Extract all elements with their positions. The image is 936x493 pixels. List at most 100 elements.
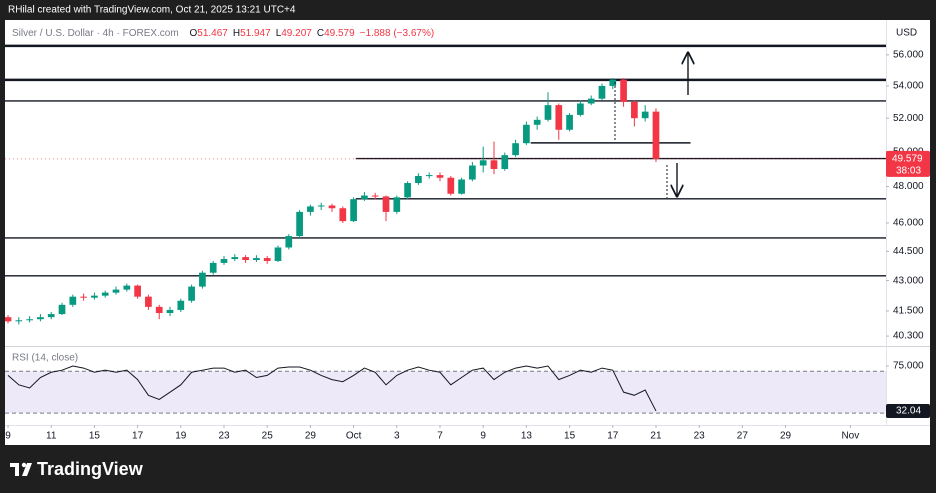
rsi-line [7,365,657,412]
candle-body [155,306,163,314]
candle-body [609,79,617,86]
brand-name: TradingView [37,459,144,479]
x-tick-label: 9 [480,431,486,442]
candle-body [317,205,325,207]
candle-body [188,286,195,301]
y-tick-label: 46.000 [893,218,924,229]
candle-body [501,155,509,169]
candle-body [425,175,433,177]
candle-body [47,314,55,318]
candle-body [447,177,455,194]
logo-mark [21,462,27,468]
candle-body [80,296,87,298]
candle-body [577,103,584,115]
candle-body [209,262,217,273]
currency: USD [896,28,917,39]
candle-body [220,259,228,263]
rsi-title: RSI (14, close) [12,353,78,364]
x-tick-label: 19 [175,431,187,442]
x-tick-label: 3 [394,431,400,442]
candle-body [512,143,519,156]
x-tick-label: 17 [607,431,619,442]
candle-body [37,317,44,320]
x-tick-label: 23 [218,431,230,442]
candle-body [631,101,638,119]
x-tick-label: Oct [346,431,362,442]
candle-body [436,175,444,178]
logo-mark [15,463,19,476]
legend-value: 49.207 [281,28,312,39]
candle-body [361,195,368,200]
candle-body [620,79,627,102]
candle-body [566,114,573,130]
candle-body [253,258,260,260]
main-pane [5,44,886,325]
legend-value: 51.947 [240,28,271,39]
y-tick-label: 43.000 [893,275,924,286]
legend-change: −1.888 (−3.67%) [360,28,435,39]
logo-mark [22,463,32,476]
x-tick-label: 27 [737,431,749,442]
x-tick-label: 17 [132,431,144,442]
brand-logo: TradingView [10,459,144,479]
x-tick-label: Nov [841,431,859,442]
x-tick-label: 25 [262,431,274,442]
candle-body [166,309,174,314]
candle-body [415,175,422,184]
candle-body [285,236,293,248]
y-tick-label: 40.300 [893,331,924,342]
x-tick-label: 21 [650,431,662,442]
candle-body [339,208,347,222]
candle-body [69,296,77,305]
candle-body [145,296,152,307]
candle-body [533,119,541,125]
x-tick-label: 29 [780,431,792,442]
symbol-legend: Silver / U.S. Dollar · 4h · FOREX.com O5… [12,28,434,39]
candle-body [307,206,314,212]
candle-body [382,196,390,212]
rsi-last-box [886,403,930,418]
candle-body [458,179,465,194]
axes: 56.00054.00052.00050.00048.00046.00044.5… [5,49,930,442]
legend-value: 51.467 [197,28,228,39]
candle-body [404,183,411,198]
y-tick-label: 44.500 [893,246,924,257]
y-tick-label: 54.000 [893,81,924,92]
candle-body [112,289,120,293]
x-tick-label: 13 [521,431,533,442]
rsi-last-label: 32.04 [896,406,921,417]
x-tick-label: 9 [5,431,11,442]
candle-body [490,160,498,169]
candle-body [231,257,239,260]
candle-body [469,165,476,180]
candle-body [15,320,23,322]
x-tick-label: 23 [694,431,706,442]
x-tick-label: 7 [437,431,443,442]
rsi-pane [5,365,886,414]
candle-body [91,295,98,298]
candle-body [479,160,487,166]
candle-body [641,111,649,119]
y-tick-label: 48.000 [893,181,924,192]
candle-body [123,285,131,290]
candle-body [177,300,185,310]
y-tick-label: 56.000 [893,49,924,60]
legend-label: L [276,28,282,39]
candle-body [101,292,109,296]
candle-body [350,199,357,222]
legend-value: 49.579 [324,28,355,39]
rsi-y-tick-label: 75.000 [893,361,924,372]
last-price-box [886,150,930,177]
candle-body [328,205,336,209]
candle-body [58,304,66,315]
rsi-band [5,371,886,414]
candle-body [544,105,552,120]
candle-body [242,257,249,260]
credit: RHilal created with TradingView.com, Oct… [8,5,296,16]
candle-body [26,319,33,321]
candle-body [199,272,206,287]
last-price-label: 49.579 [892,154,923,165]
x-tick-label: 11 [46,431,57,442]
candle-body [134,285,141,297]
